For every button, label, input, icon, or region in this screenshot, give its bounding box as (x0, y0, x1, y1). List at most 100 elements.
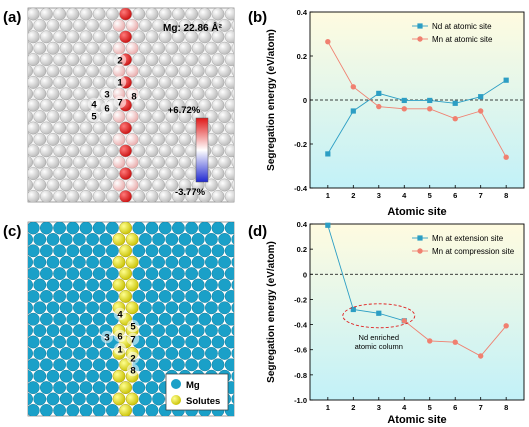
chart-d-background (310, 224, 524, 400)
x-tick-label: 5 (428, 403, 432, 412)
mg-atom (178, 132, 192, 146)
mg-atom (224, 53, 234, 66)
mg-atom (138, 178, 152, 192)
mg-atom (171, 76, 185, 89)
mg-atom (231, 302, 234, 313)
mg-atom (73, 232, 86, 246)
mg-atom (79, 76, 93, 89)
mg-atom (59, 110, 73, 124)
plot-frame (309, 223, 525, 401)
mg-atom (66, 222, 80, 235)
mg-atom (33, 110, 47, 124)
data-point (376, 103, 382, 110)
mg-atom (53, 267, 66, 280)
mg-atom (14, 404, 26, 416)
mg-atom (218, 19, 232, 32)
mg-atom (79, 244, 93, 258)
mg-atom (66, 190, 80, 202)
mg-atom (99, 64, 113, 78)
solute-atom (119, 289, 133, 303)
mg-atom (152, 392, 166, 406)
y-tick-label: -0.6 (294, 346, 307, 355)
mg-atom (79, 289, 93, 303)
mg-atom (53, 312, 66, 326)
mg-atom (165, 278, 179, 292)
site-label-bg (100, 87, 114, 101)
mg-atom (191, 346, 205, 360)
y-tick-label: 0 (303, 96, 307, 105)
mg-atom (185, 267, 199, 280)
mg-atom (238, 53, 250, 65)
mg-atom (106, 167, 119, 181)
mg-atom (59, 41, 73, 55)
mg-atom (211, 121, 225, 135)
mg-atom (185, 222, 198, 235)
mg-atom (86, 132, 100, 146)
mg-atom (66, 8, 80, 21)
site-label-bg (113, 75, 127, 89)
mg-atom (191, 278, 205, 292)
mg-atom (204, 278, 218, 292)
mg-atom (165, 155, 179, 169)
mg-atom (165, 324, 179, 337)
x-tick-label: 6 (453, 403, 457, 412)
mg-atom (231, 134, 234, 145)
mg-atom (14, 267, 26, 279)
mg-atom (99, 346, 113, 360)
mg-atom (211, 289, 225, 303)
legend-marker (417, 248, 423, 254)
mg-atom (112, 132, 126, 146)
mg-atom (185, 98, 199, 112)
mg-atom (132, 76, 146, 89)
legend-mg-label: Mg (186, 380, 200, 391)
mg-atom (86, 19, 100, 32)
mg-atom (224, 190, 234, 202)
mg-atom (145, 289, 159, 303)
mg-atom (218, 232, 232, 246)
mg-atom (46, 324, 60, 337)
data-point (452, 116, 458, 122)
solute-column-atom (119, 167, 133, 181)
mg-atom (59, 87, 73, 101)
mg-atom (158, 98, 172, 112)
mg-atom (158, 167, 172, 181)
mg-atom (59, 64, 73, 78)
mg-atom (53, 8, 66, 21)
mg-atom (28, 121, 40, 135)
mg-atom (138, 64, 152, 78)
annotation-ellipse (342, 303, 416, 329)
mg-atom (79, 8, 93, 21)
solute-column-atom (119, 8, 132, 21)
mg-atom (92, 144, 106, 158)
mg-atom (145, 312, 159, 326)
mg-atom (178, 155, 192, 169)
site-label-bg (100, 330, 114, 344)
mg-atom (53, 289, 66, 303)
site-label-1: 1 (117, 344, 123, 355)
mg-atom (66, 289, 80, 303)
mg-atom (79, 144, 93, 158)
mg-atom (198, 222, 212, 235)
mg-atom (145, 222, 159, 235)
mg-atom (171, 358, 185, 372)
mg-atom (152, 324, 166, 337)
mg-atom (231, 234, 234, 245)
mg-atom (198, 190, 212, 202)
mg-atom (211, 190, 225, 202)
mg-atom (211, 358, 225, 372)
mg-atom (53, 358, 66, 372)
legend-mg-marker (171, 379, 181, 389)
mg-atom (238, 381, 250, 393)
mg-atom (158, 144, 172, 158)
mg-atom (238, 404, 250, 416)
mg-atom (231, 111, 234, 122)
mg-atom (178, 178, 192, 192)
mg-atom (14, 359, 26, 371)
mg-atom (224, 121, 234, 135)
mg-atom (59, 132, 73, 146)
mg-atom (158, 30, 172, 44)
x-tick-label: 4 (402, 403, 407, 412)
mg-atom (28, 290, 40, 303)
site-label-2: 2 (130, 353, 135, 364)
mg-atom (66, 144, 80, 158)
